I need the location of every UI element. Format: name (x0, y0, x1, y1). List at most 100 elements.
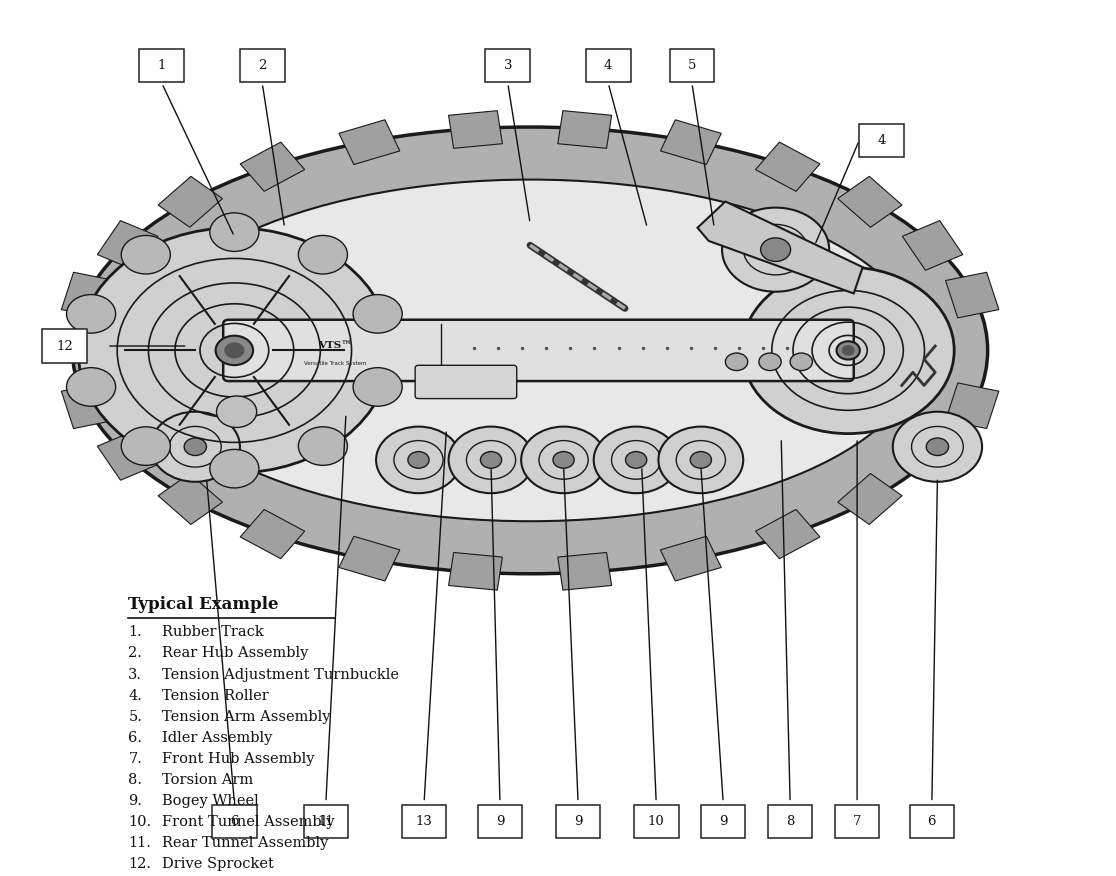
Circle shape (217, 396, 257, 427)
Text: 11.: 11. (128, 836, 151, 850)
Circle shape (761, 238, 790, 261)
Text: 10: 10 (647, 816, 665, 828)
Polygon shape (756, 510, 820, 559)
Text: Front Hub Assembly: Front Hub Assembly (162, 752, 315, 766)
Polygon shape (756, 142, 820, 191)
Circle shape (926, 438, 949, 456)
Text: 8: 8 (786, 816, 795, 828)
Text: 13: 13 (415, 816, 433, 828)
Text: Front Tunnel Assembly: Front Tunnel Assembly (162, 815, 335, 829)
Text: Versatile Track System: Versatile Track System (304, 361, 366, 366)
Circle shape (893, 412, 982, 482)
Circle shape (353, 294, 402, 333)
FancyBboxPatch shape (768, 805, 812, 838)
Circle shape (298, 427, 347, 465)
FancyBboxPatch shape (402, 805, 446, 838)
Text: 6: 6 (230, 816, 239, 828)
Circle shape (215, 336, 253, 365)
FancyBboxPatch shape (556, 805, 600, 838)
Circle shape (521, 427, 606, 493)
FancyBboxPatch shape (859, 124, 904, 157)
Polygon shape (158, 176, 222, 227)
FancyBboxPatch shape (835, 805, 879, 838)
Text: Rear Hub Assembly: Rear Hub Assembly (162, 646, 308, 661)
Text: Rubber Track: Rubber Track (162, 625, 263, 639)
Circle shape (759, 353, 781, 371)
Polygon shape (97, 430, 157, 480)
Text: 8.: 8. (128, 773, 143, 787)
Text: 7: 7 (853, 816, 862, 828)
FancyBboxPatch shape (701, 805, 745, 838)
Text: 3.: 3. (128, 668, 143, 682)
Ellipse shape (61, 118, 999, 583)
Polygon shape (449, 110, 502, 148)
Polygon shape (158, 474, 222, 525)
Circle shape (742, 267, 954, 434)
Polygon shape (61, 272, 115, 318)
Polygon shape (339, 120, 400, 165)
Circle shape (594, 427, 679, 493)
Circle shape (449, 427, 533, 493)
Text: Drive Sprocket: Drive Sprocket (162, 857, 273, 871)
FancyBboxPatch shape (670, 49, 714, 82)
Circle shape (210, 213, 259, 251)
FancyBboxPatch shape (586, 49, 631, 82)
Circle shape (78, 228, 391, 473)
Text: Typical Example: Typical Example (128, 596, 279, 612)
Circle shape (184, 438, 206, 456)
FancyBboxPatch shape (910, 805, 954, 838)
Circle shape (67, 368, 116, 406)
FancyBboxPatch shape (634, 805, 679, 838)
Polygon shape (558, 110, 612, 148)
Polygon shape (903, 221, 963, 271)
Circle shape (625, 452, 646, 469)
FancyBboxPatch shape (140, 49, 184, 82)
Circle shape (843, 346, 854, 355)
Polygon shape (698, 201, 863, 293)
Text: 2: 2 (258, 60, 267, 72)
Polygon shape (838, 474, 902, 525)
FancyBboxPatch shape (223, 320, 854, 381)
Text: 4: 4 (877, 134, 886, 146)
Circle shape (298, 236, 347, 274)
Polygon shape (838, 176, 902, 227)
Text: 9: 9 (496, 816, 504, 828)
Text: Rear Tunnel Assembly: Rear Tunnel Assembly (162, 836, 328, 850)
Circle shape (790, 353, 812, 371)
Text: 11: 11 (317, 816, 335, 828)
Polygon shape (449, 553, 502, 590)
Text: 3: 3 (503, 60, 512, 72)
Text: Torsion Arm: Torsion Arm (162, 773, 253, 787)
FancyBboxPatch shape (485, 49, 530, 82)
FancyBboxPatch shape (415, 365, 517, 399)
Text: 10.: 10. (128, 815, 152, 829)
Text: 4.: 4. (128, 689, 142, 703)
Text: 7.: 7. (128, 752, 142, 766)
Polygon shape (903, 430, 963, 480)
Text: 9: 9 (574, 816, 583, 828)
Circle shape (151, 412, 240, 482)
Polygon shape (661, 536, 721, 581)
Circle shape (376, 427, 461, 493)
Polygon shape (558, 553, 612, 590)
FancyBboxPatch shape (212, 805, 257, 838)
Text: 6: 6 (927, 816, 936, 828)
Circle shape (122, 236, 171, 274)
Text: 1: 1 (157, 60, 166, 72)
Ellipse shape (73, 127, 988, 574)
Circle shape (725, 353, 748, 371)
Text: 5: 5 (687, 60, 696, 72)
Circle shape (225, 343, 243, 357)
Text: Tension Arm Assembly: Tension Arm Assembly (162, 710, 330, 724)
Text: 2.: 2. (128, 646, 142, 661)
Polygon shape (240, 142, 305, 191)
Polygon shape (240, 510, 305, 559)
Circle shape (353, 368, 402, 406)
Polygon shape (61, 383, 115, 428)
Circle shape (722, 208, 829, 292)
FancyBboxPatch shape (478, 805, 522, 838)
Text: 5.: 5. (128, 710, 142, 724)
Text: 9: 9 (719, 816, 728, 828)
Text: 12.: 12. (128, 857, 152, 871)
Text: Bogey Wheel: Bogey Wheel (162, 794, 259, 808)
